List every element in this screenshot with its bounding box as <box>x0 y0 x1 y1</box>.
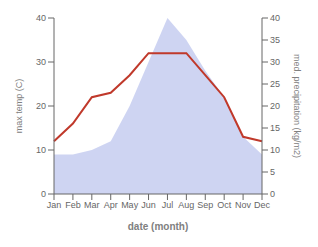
svg-text:20: 20 <box>270 101 280 111</box>
svg-text:10: 10 <box>270 145 280 155</box>
svg-text:30: 30 <box>36 57 46 67</box>
svg-text:25: 25 <box>270 79 280 89</box>
svg-text:20: 20 <box>36 101 46 111</box>
svg-text:0: 0 <box>270 189 275 199</box>
svg-text:Apr: Apr <box>104 200 118 210</box>
svg-text:Feb: Feb <box>65 200 81 210</box>
svg-text:0: 0 <box>41 189 46 199</box>
svg-text:10: 10 <box>36 145 46 155</box>
svg-text:max temp (C): max temp (C) <box>14 79 24 134</box>
svg-text:Jun: Jun <box>141 200 156 210</box>
svg-text:Jul: Jul <box>162 200 174 210</box>
svg-text:Oct: Oct <box>217 200 232 210</box>
svg-text:40: 40 <box>36 13 46 23</box>
svg-text:date (month): date (month) <box>128 221 189 232</box>
svg-text:Jan: Jan <box>47 200 62 210</box>
svg-text:Aug: Aug <box>178 200 194 210</box>
svg-text:Nov: Nov <box>235 200 252 210</box>
svg-text:40: 40 <box>270 13 280 23</box>
svg-text:15: 15 <box>270 123 280 133</box>
svg-text:May: May <box>121 200 139 210</box>
svg-text:30: 30 <box>270 57 280 67</box>
svg-text:Sep: Sep <box>197 200 213 210</box>
svg-text:5: 5 <box>270 167 275 177</box>
svg-text:Dec: Dec <box>254 200 271 210</box>
svg-text:Mar: Mar <box>84 200 100 210</box>
svg-text:35: 35 <box>270 35 280 45</box>
svg-text:med. precipitation (kg/m2): med. precipitation (kg/m2) <box>292 54 302 158</box>
